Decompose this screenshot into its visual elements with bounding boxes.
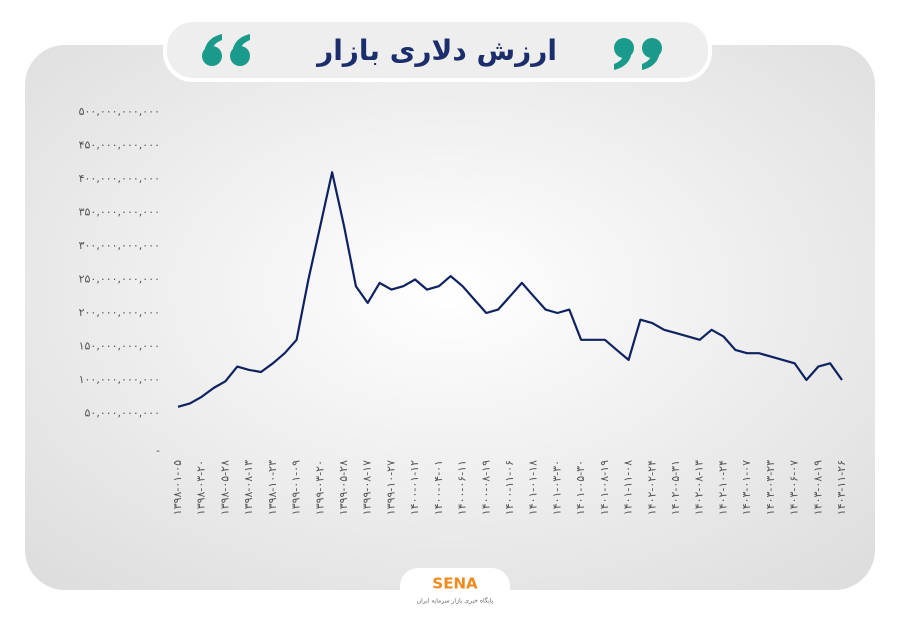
x-tick-label: ۱۴۰۳-۰۸-۱۹ [811,460,824,515]
y-tick-label: ۲۵۰,۰۰۰,۰۰۰,۰۰۰ [79,273,160,286]
x-tick-label: ۱۴۰۱-۰۸-۱۹ [598,460,611,515]
x-tick-label: ۱۴۰۰-۰۸-۱۹ [479,460,492,515]
y-tick-label: ۳۰۰,۰۰۰,۰۰۰,۰۰۰ [79,239,160,252]
x-tick-label: ۱۴۰۳-۰۶-۰۷ [788,460,801,515]
x-tick-label: ۱۴۰۳-۱۱-۲۶ [835,460,848,515]
y-tick-label: ۱۰۰,۰۰۰,۰۰۰,۰۰۰ [79,373,160,386]
y-tick-label: ۱۵۰,۰۰۰,۰۰۰,۰۰۰ [79,340,160,353]
x-tick-label: ۱۴۰۲-۱۰-۲۴ [716,460,729,515]
x-tick-label: ۱۳۹۸-۰۱-۰۵ [171,460,184,515]
x-tick-label: ۱۳۹۹-۰۱-۰۹ [290,460,303,515]
x-tick-label: ۱۴۰۳-۰۳-۲۳ [764,460,777,515]
y-tick-label: ۵۰۰,۰۰۰,۰۰۰,۰۰۰ [79,105,160,118]
line-series [177,171,843,408]
x-tick-label: ۱۴۰۰-۰۱-۱۲ [408,460,421,515]
x-tick-label: ۱۳۹۸-۱۰-۲۳ [266,460,279,515]
x-tick-label: ۱۴۰۰-۰۶-۱۱ [456,460,469,515]
x-tick-label: ۱۳۹۸-۰۵-۲۸ [218,460,231,515]
x-tick-label: ۱۴۰۱-۰۵-۳۰ [574,460,587,515]
chart-title: ارزش دلاری بازار [315,34,557,67]
x-tick-label: ۱۴۰۲-۰۲-۲۴ [645,460,658,515]
x-tick-label: ۱۴۰۱-۰۱-۱۸ [527,460,540,515]
logo-pill [400,568,510,612]
x-tick-label: ۱۴۰۰-۰۴-۰۱ [432,460,445,515]
y-tick-label: ۳۵۰,۰۰۰,۰۰۰,۰۰۰ [79,206,160,219]
x-tick-label: ۱۳۹۸-۰۸-۱۳ [242,460,255,515]
x-tick-label: ۱۴۰۲-۰۵-۳۱ [669,460,682,515]
quote-left [202,34,250,66]
y-tick-label: ۵۰,۰۰۰,۰۰۰,۰۰۰ [85,407,160,420]
x-tick-label: ۱۳۹۹-۱۰-۲۷ [384,460,397,515]
x-tick-label: ۱۴۰۱-۰۳-۳۰ [550,460,563,515]
x-tick-label: ۱۳۹۹-۰۳-۲۰ [313,460,326,515]
x-tick-label: ۱۳۹۸-۰۳-۲۰ [195,460,208,515]
y-tick-label: - [156,444,160,457]
x-tick-label: ۱۴۰۲-۰۸-۱۳ [693,460,706,515]
x-tick-label: ۱۴۰۳-۰۱-۰۷ [740,460,753,515]
y-tick-label: ۴۵۰,۰۰۰,۰۰۰,۰۰۰ [79,139,160,152]
y-tick-label: ۴۰۰,۰۰۰,۰۰۰,۰۰۰ [79,172,160,185]
x-tick-label: ۱۴۰۱-۱۱-۰۸ [622,460,635,515]
x-tick-label: ۱۴۰۰-۱۱-۰۶ [503,460,516,515]
logo-tagline: پایگاه خبری بازار سرمایه ایران [417,597,494,605]
panel [25,45,875,590]
title-pill [163,18,712,82]
logo-name: SENA [432,575,478,593]
x-tick-label: ۱۳۹۹-۰۸-۱۷ [361,460,374,515]
quote-right [614,38,662,70]
x-tick-label: ۱۳۹۹-۰۵-۲۸ [337,460,350,515]
y-tick-label: ۲۰۰,۰۰۰,۰۰۰,۰۰۰ [79,306,160,319]
